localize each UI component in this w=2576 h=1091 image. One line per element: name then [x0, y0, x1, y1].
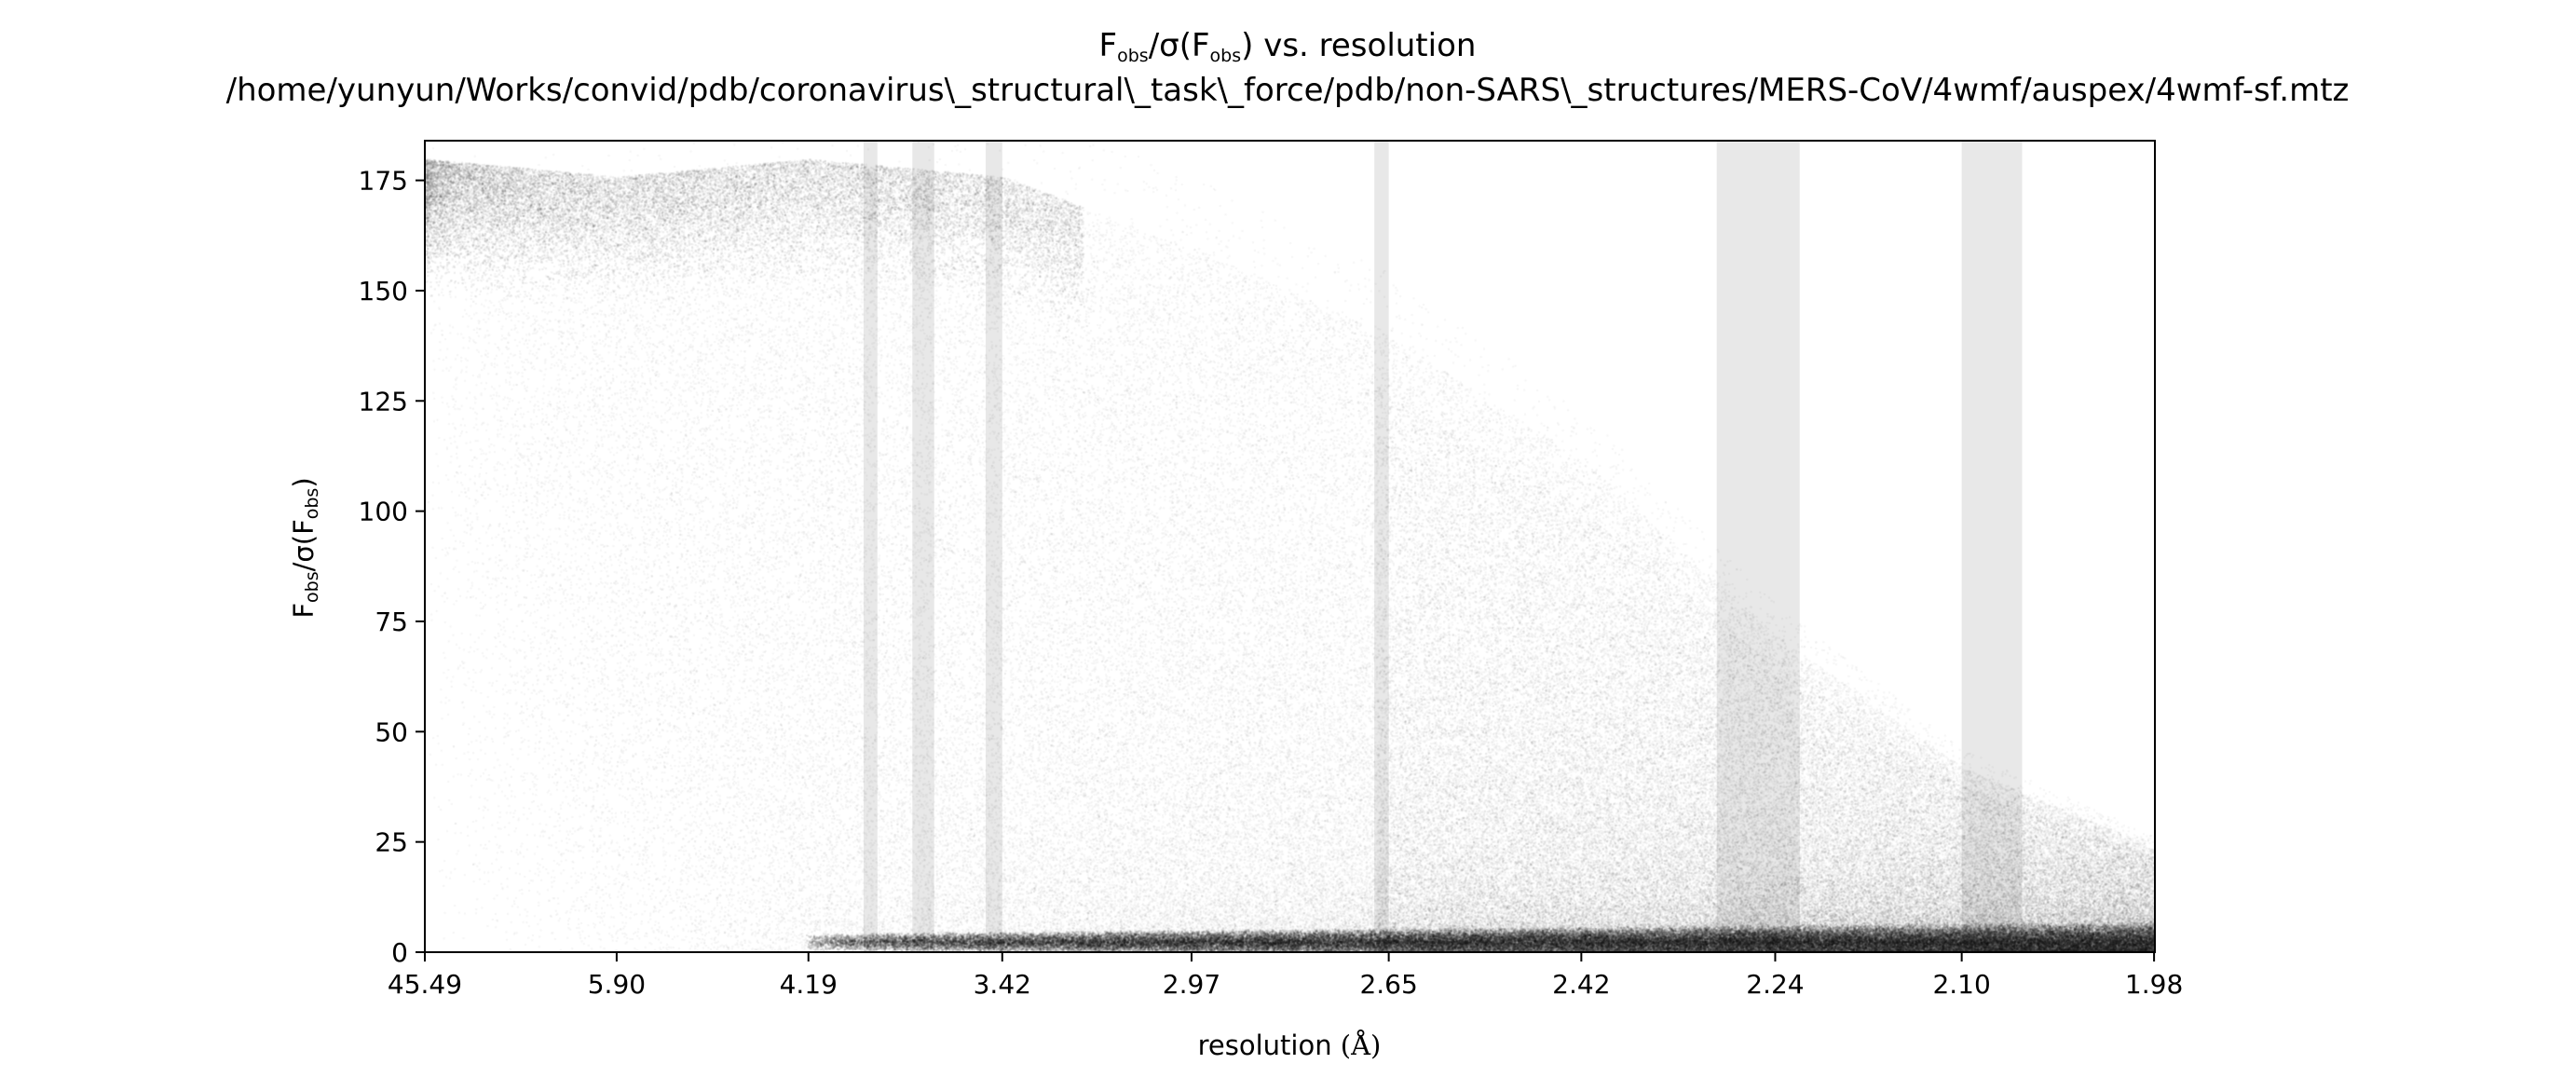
- title-tail: ) vs. resolution: [1241, 27, 1476, 64]
- ylabel-mid: /σ(F: [288, 519, 320, 571]
- y-tick-label: 150: [359, 276, 408, 307]
- chart-title: Fobs/σ(Fobs) vs. resolution: [1099, 27, 1477, 66]
- scatter-points: [425, 141, 2155, 952]
- y-tick-label: 100: [359, 497, 408, 527]
- ylabel-f: F: [288, 603, 320, 619]
- chart-subtitle-path: /home/yunyun/Works/convid/pdb/coronaviru…: [226, 72, 2350, 109]
- title-sub1: obs: [1117, 46, 1149, 66]
- x-tick-label: 2.10: [1932, 969, 1990, 1000]
- y-tick-label: 0: [391, 937, 408, 968]
- ylabel-sub1: obs: [302, 571, 322, 603]
- title-sub2: obs: [1210, 46, 1242, 66]
- ylabel-sub2: obs: [302, 488, 322, 520]
- y-tick-label: 25: [375, 827, 408, 858]
- x-axis-label: resolution (Å): [1198, 1029, 1382, 1061]
- title-f: F: [1099, 27, 1118, 64]
- y-axis-ticks: 0 25 50 75 100 125 150 175: [359, 166, 425, 968]
- title-mid: /σ(F: [1149, 27, 1210, 64]
- x-axis-label-unit: (Å): [1341, 1029, 1382, 1061]
- y-axis-label: Fobs/σ(Fobs): [288, 477, 322, 618]
- x-tick-label: 2.24: [1746, 969, 1804, 1000]
- x-axis-ticks: 45.49 5.90 4.19 3.42 2.97 2.65 2.42 2.24 2.10 1.9…: [388, 952, 2183, 1000]
- y-tick-label: 75: [375, 607, 408, 637]
- x-axis-label-text: resolution: [1198, 1030, 1341, 1061]
- x-tick-label: 1.98: [2125, 969, 2183, 1000]
- x-tick-label: 2.97: [1163, 969, 1220, 1000]
- x-tick-label: 45.49: [388, 969, 462, 1000]
- y-tick-label: 50: [375, 716, 408, 747]
- plot-frame: [424, 140, 2156, 953]
- x-tick-label: 4.19: [780, 969, 838, 1000]
- x-tick-label: 3.42: [974, 969, 1031, 1000]
- ylabel-tail: ): [288, 477, 320, 487]
- y-tick-label: 175: [359, 166, 408, 197]
- x-tick-label: 2.42: [1552, 969, 1610, 1000]
- x-tick-label: 5.90: [588, 969, 646, 1000]
- x-tick-label: 2.65: [1359, 969, 1417, 1000]
- y-tick-label: 125: [359, 386, 408, 416]
